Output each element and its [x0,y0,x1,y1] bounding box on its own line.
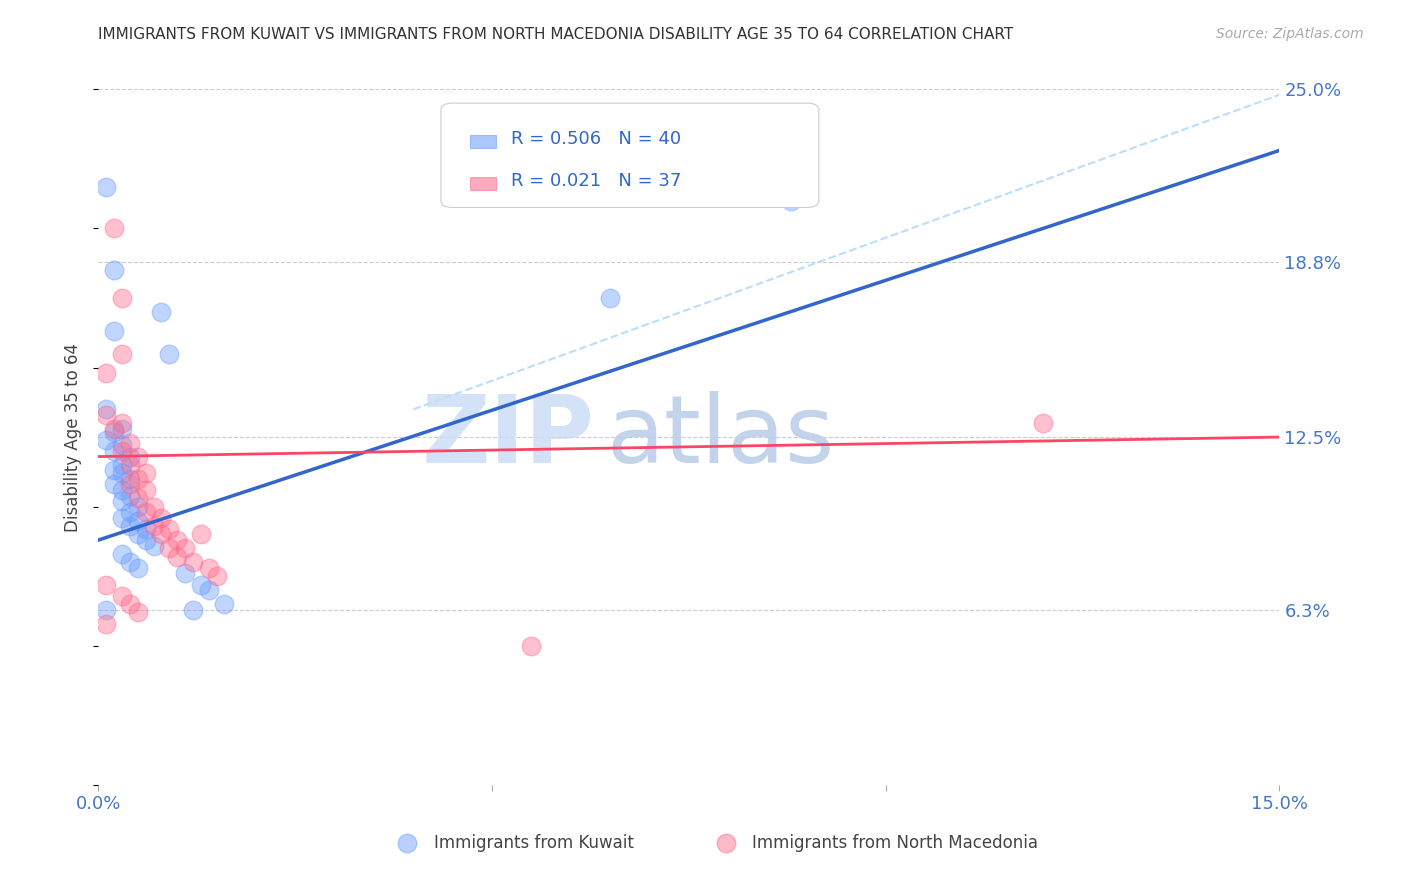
Point [111,291,134,305]
Point [111,589,134,603]
Point [103,444,125,458]
Point [127,491,149,506]
Point [103,263,125,277]
Point [599,291,621,305]
Point [780,194,803,208]
Point [111,547,134,561]
Point [96,179,118,194]
Point [111,458,134,472]
Point [135,483,157,497]
Point [395,836,418,850]
Point [205,569,228,583]
Point [118,519,141,533]
Bar [471,178,496,190]
Text: atlas: atlas [606,391,835,483]
Point [111,422,134,436]
Point [174,541,197,556]
Point [127,527,149,541]
Point [111,346,134,360]
Point [142,500,165,514]
Point [96,402,118,417]
Point [118,555,141,569]
Point [118,458,141,472]
Point [157,541,180,556]
Point [111,510,134,524]
Point [118,450,141,464]
Point [127,472,149,486]
Point [96,616,118,631]
Point [111,483,134,497]
Point [96,408,118,422]
Point [96,602,118,616]
Text: R = 0.506   N = 40: R = 0.506 N = 40 [510,130,681,148]
Point [127,500,149,514]
Point [190,577,212,591]
Point [118,472,141,486]
Text: Immigrants from Kuwait: Immigrants from Kuwait [433,834,634,852]
Point [118,597,141,611]
Point [197,561,219,575]
Point [111,416,134,430]
Point [118,505,141,519]
Point [111,438,134,452]
Point [103,463,125,477]
Point [142,539,165,553]
Point [1032,416,1054,430]
Point [197,583,219,598]
Point [181,555,204,569]
Point [127,561,149,575]
Point [103,221,125,235]
Point [127,606,149,620]
Point [127,450,149,464]
Text: R = 0.021   N = 37: R = 0.021 N = 37 [510,172,681,191]
Point [214,597,236,611]
Point [135,505,157,519]
Point [142,519,165,533]
Text: IMMIGRANTS FROM KUWAIT VS IMMIGRANTS FROM NORTH MACEDONIA DISABILITY AGE 35 TO 6: IMMIGRANTS FROM KUWAIT VS IMMIGRANTS FRO… [98,27,1014,42]
Point [118,489,141,503]
Point [111,494,134,508]
Point [174,566,197,581]
Point [135,467,157,481]
Point [166,549,188,564]
Point [111,444,134,458]
Point [103,422,125,436]
Point [157,346,180,360]
Point [103,477,125,491]
Text: Source: ZipAtlas.com: Source: ZipAtlas.com [1216,27,1364,41]
Text: ZIP: ZIP [422,391,595,483]
Point [118,435,141,450]
Point [150,305,173,319]
Point [520,639,543,653]
Point [103,425,125,439]
Point [118,477,141,491]
Point [150,510,173,524]
Point [166,533,188,547]
Point [103,324,125,338]
Point [190,527,212,541]
Point [157,522,180,536]
Point [714,836,737,850]
Y-axis label: Disability Age 35 to 64: Disability Age 35 to 64 [65,343,83,532]
Text: Immigrants from North Macedonia: Immigrants from North Macedonia [752,834,1039,852]
Point [135,533,157,547]
Bar [471,135,496,148]
Point [111,467,134,481]
FancyBboxPatch shape [441,103,818,208]
Point [150,527,173,541]
Point [135,522,157,536]
Point [96,577,118,591]
Point [96,433,118,447]
Point [127,514,149,528]
Point [181,602,204,616]
Point [96,366,118,380]
